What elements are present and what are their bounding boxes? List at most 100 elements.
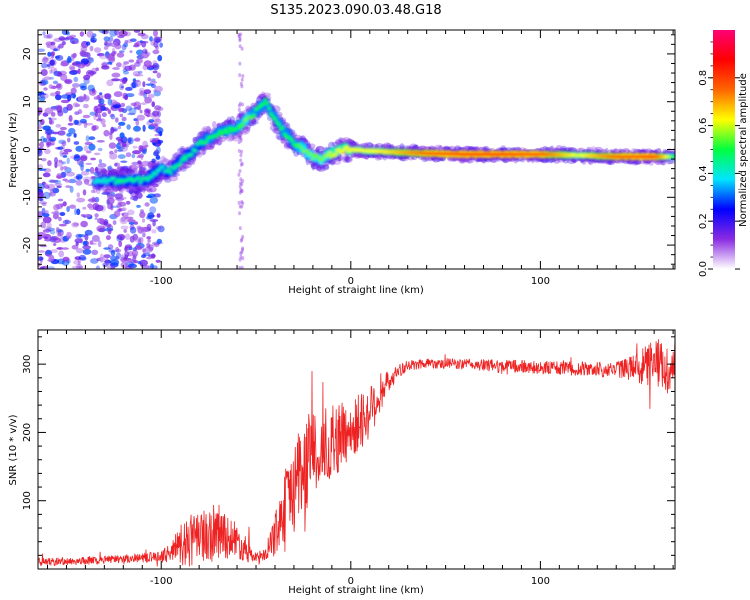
- noise-speckle: [74, 119, 79, 125]
- noise-speckle: [53, 48, 58, 52]
- ridge-halo: [119, 168, 129, 174]
- noise-speckle: [56, 185, 62, 188]
- noise-speckle: [155, 155, 161, 160]
- noise-speckle: [38, 92, 42, 96]
- x-tick-label: 100: [531, 276, 550, 287]
- noise-speckle: [94, 167, 99, 172]
- ridge-halo: [433, 144, 443, 152]
- ridge-halo: [104, 188, 111, 194]
- noise-speckle: [135, 79, 142, 88]
- noise-speckle: [113, 210, 121, 218]
- noise-speckle: [115, 246, 119, 253]
- noise-speckle: [241, 74, 245, 78]
- ridge-halo: [125, 168, 135, 176]
- noise-speckle: [93, 171, 102, 176]
- ridge-halo: [334, 156, 342, 162]
- spectrogram-y-axis-label: Frequency (Hz): [8, 112, 19, 188]
- noise-speckle: [141, 254, 147, 259]
- ridge-halo: [328, 160, 335, 165]
- noise-speckle: [142, 232, 146, 238]
- noise-speckle: [111, 172, 116, 176]
- noise-speckle: [238, 211, 241, 216]
- ridge-halo: [480, 156, 487, 163]
- noise-speckle: [79, 238, 83, 244]
- ridge-halo: [578, 147, 586, 153]
- ridge-halo: [539, 156, 549, 164]
- noise-speckle: [46, 141, 50, 148]
- noise-speckle: [82, 248, 92, 255]
- ridge-peak: [273, 117, 277, 121]
- ridge-halo: [180, 148, 185, 156]
- noise-speckle: [50, 41, 56, 46]
- noise-speckle: [136, 58, 143, 64]
- noise-speckle: [91, 235, 100, 242]
- noise-speckle: [77, 68, 81, 75]
- noise-speckle: [142, 148, 147, 155]
- noise-speckle: [58, 250, 65, 258]
- ridge-halo: [393, 155, 404, 160]
- x-tick-label: 0: [348, 576, 354, 587]
- noise-speckle: [145, 83, 154, 86]
- noise-speckle: [153, 242, 160, 248]
- ridge-halo: [475, 156, 486, 162]
- noise-speckle: [112, 104, 122, 109]
- ridge-peak: [267, 106, 272, 111]
- noise-speckle: [101, 65, 110, 70]
- noise-speckle: [238, 265, 242, 269]
- noise-speckle: [62, 256, 70, 262]
- noise-speckle: [130, 102, 137, 107]
- ridge-peak: [280, 125, 285, 130]
- noise-speckle: [237, 107, 241, 112]
- noise-speckle: [138, 70, 143, 74]
- noise-speckle: [120, 261, 128, 268]
- spectrogram-x-tick-labels: -100 0 100: [150, 276, 550, 287]
- noise-speckle: [239, 181, 242, 186]
- ridge-peak: [341, 149, 346, 154]
- noise-speckle: [107, 109, 112, 115]
- noise-speckle: [76, 208, 81, 216]
- noise-speckle: [79, 31, 85, 37]
- noise-speckle: [74, 208, 78, 216]
- ridge-halo: [427, 145, 436, 152]
- noise-speckle: [42, 125, 51, 131]
- noise-speckle: [125, 105, 133, 111]
- noise-speckle: [116, 62, 122, 68]
- noise-speckle: [75, 175, 80, 180]
- ridge-halo: [401, 145, 412, 151]
- noise-speckle: [62, 201, 67, 207]
- noise-speckle: [150, 123, 158, 127]
- ridge-halo: [125, 168, 133, 173]
- noise-speckle: [114, 117, 119, 123]
- noise-speckle: [142, 81, 146, 88]
- noise-speckle: [128, 221, 135, 225]
- noise-speckle: [114, 193, 124, 200]
- ridge-halo: [131, 186, 141, 192]
- ridge-halo: [596, 158, 606, 164]
- snr-x-tick-labels: -100 0 100: [150, 576, 550, 587]
- noise-speckle: [117, 154, 126, 160]
- ridge-halo: [137, 187, 143, 193]
- noise-speckle: [241, 102, 244, 107]
- noise-speckle: [114, 162, 118, 167]
- ridge-halo: [179, 164, 188, 169]
- noise-speckle: [108, 55, 116, 64]
- noise-speckle: [50, 235, 59, 241]
- colorbar-ticks: 0.0 0.2 0.4 0.6 0.8: [698, 41, 740, 277]
- ridge-halo: [136, 187, 147, 193]
- ridge-halo: [631, 158, 640, 166]
- ridge-halo: [504, 147, 514, 152]
- noise-speckle: [139, 211, 146, 218]
- noise-speckle: [53, 243, 57, 246]
- ridge-peak: [328, 151, 332, 155]
- noise-speckle: [43, 93, 49, 99]
- noise-speckle: [82, 240, 88, 246]
- noise-speckle: [130, 196, 139, 201]
- ridge-halo: [374, 152, 382, 161]
- y-tick-label: -20: [22, 237, 33, 253]
- ridge-halo: [662, 149, 668, 154]
- noise-speckle: [129, 226, 137, 234]
- ridge-halo: [633, 158, 642, 165]
- ridge-halo: [442, 145, 451, 151]
- noise-speckle: [133, 221, 138, 225]
- noise-speckle: [143, 60, 152, 68]
